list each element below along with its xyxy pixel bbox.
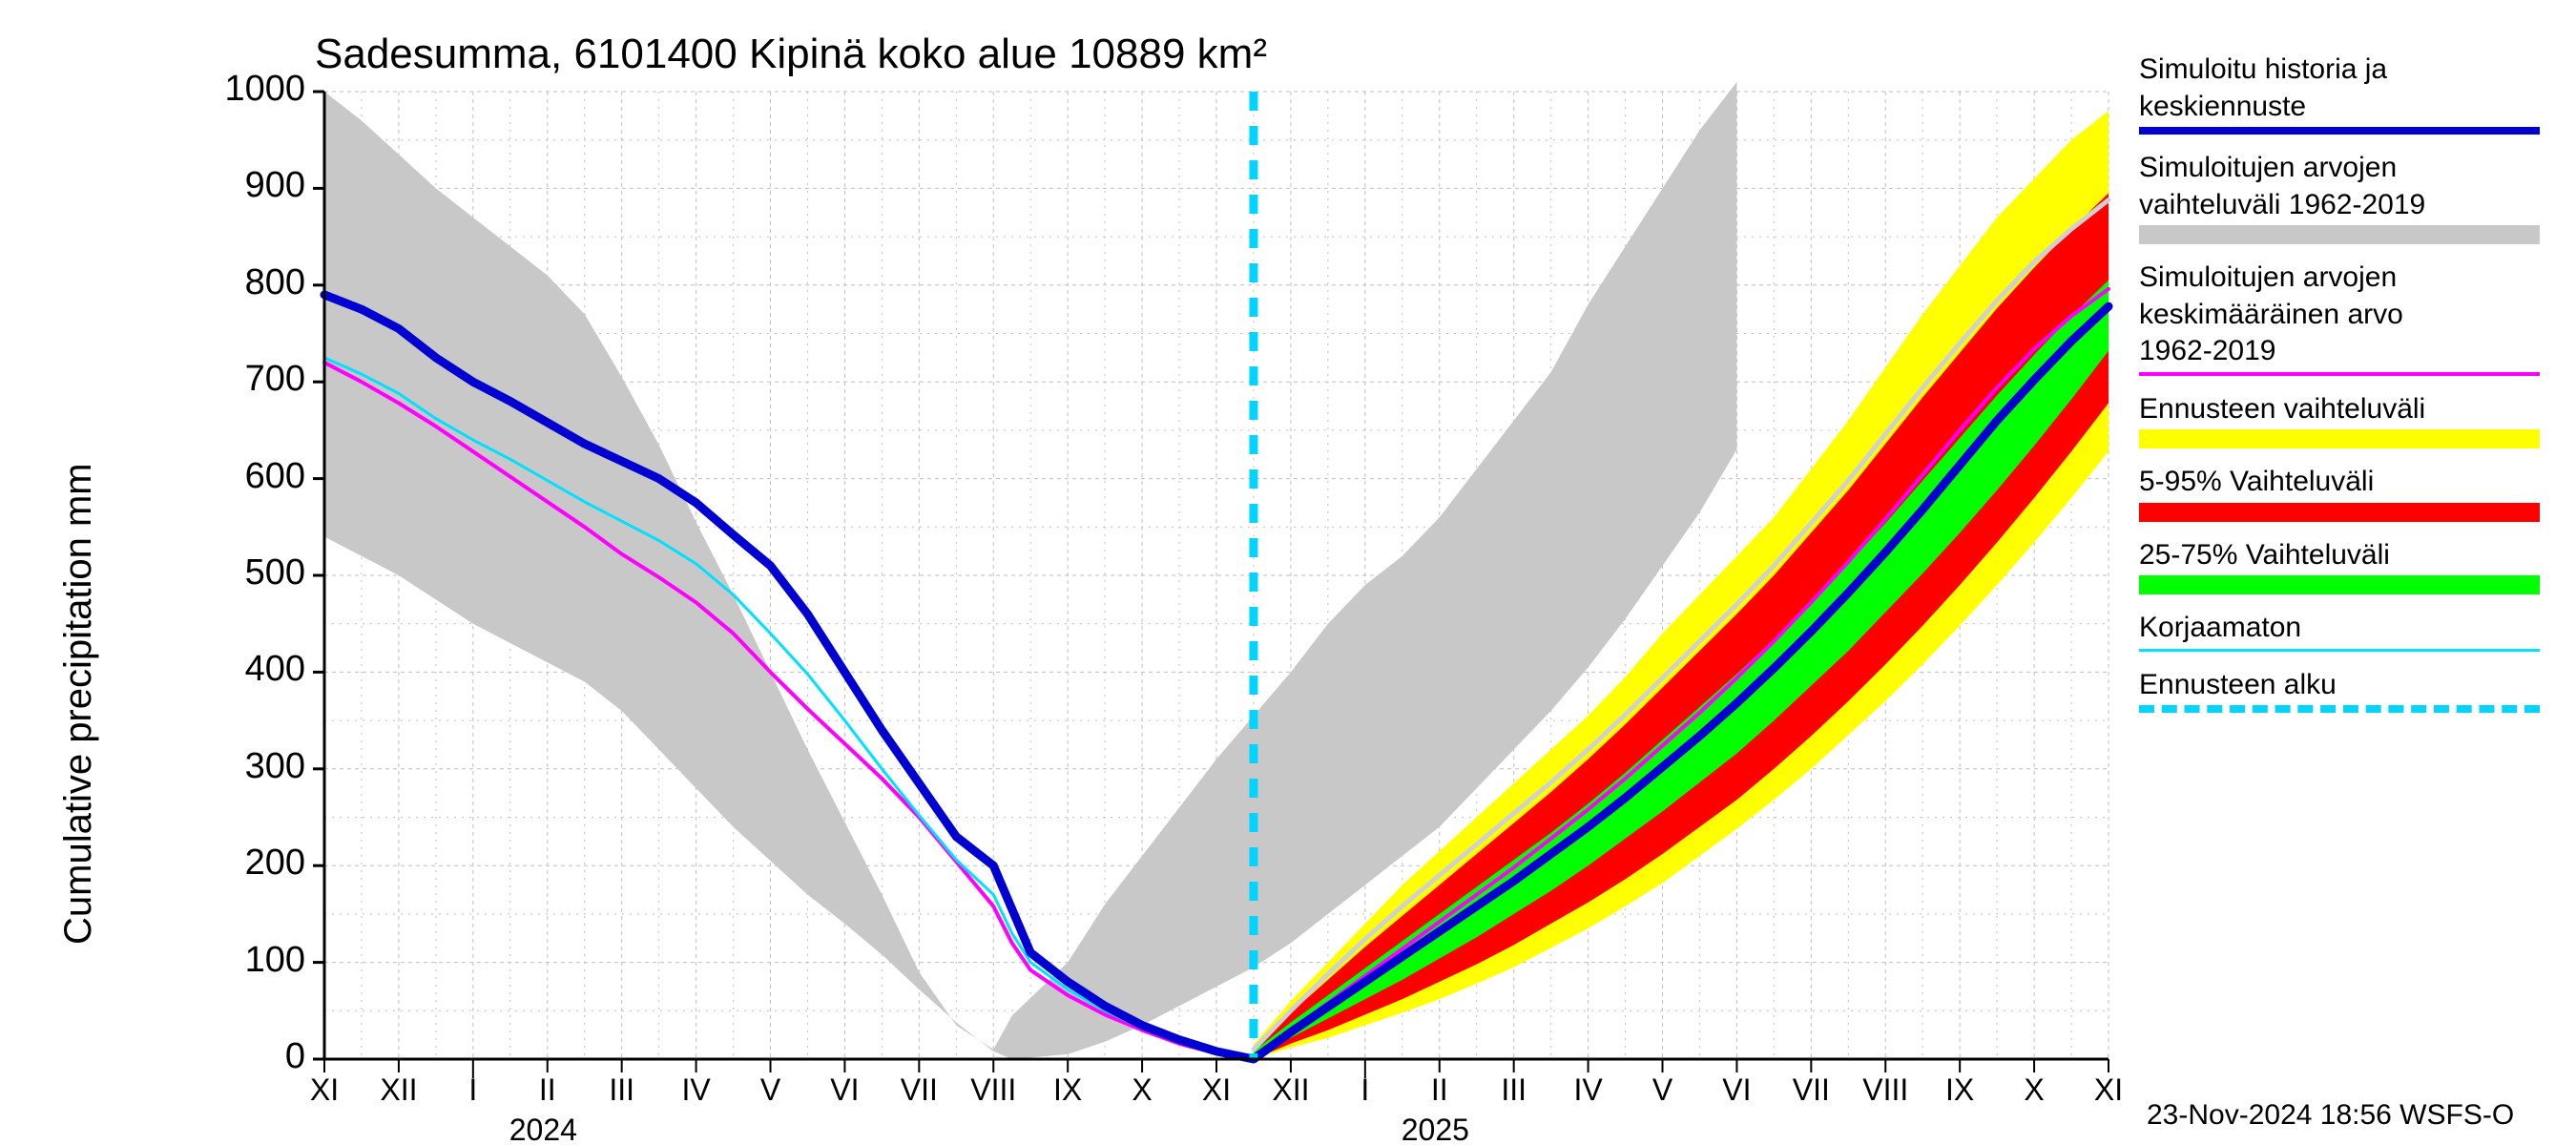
x-tick: IX — [1945, 1072, 1974, 1108]
plot-area — [305, 73, 2128, 1078]
y-tick: 0 — [200, 1036, 305, 1077]
x-tick: II — [539, 1072, 556, 1108]
x-tick: VII — [1793, 1072, 1830, 1108]
footer-timestamp: 23-Nov-2024 18:56 WSFS-O — [2147, 1099, 2514, 1132]
legend-label: Simuloitu historia ja — [2139, 53, 2549, 87]
legend-label: 1962-2019 — [2139, 335, 2549, 368]
legend-entry: Simuloitujen arvojenkeskimääräinen arvo … — [2139, 261, 2549, 376]
x-tick: III — [1501, 1072, 1527, 1108]
chart-root: Sadesumma, 6101400 Kipinä koko alue 1088… — [0, 0, 2576, 1145]
legend-swatch — [2139, 372, 2540, 376]
legend-label: Ennusteen vaihteluväli — [2139, 393, 2549, 427]
x-tick: III — [609, 1072, 634, 1108]
x-tick: XI — [2094, 1072, 2123, 1108]
legend-label: keskiennuste — [2139, 91, 2549, 124]
y-tick: 100 — [200, 940, 305, 981]
x-tick: VI — [1722, 1072, 1751, 1108]
y-tick: 600 — [200, 456, 305, 497]
y-tick: 800 — [200, 262, 305, 303]
y-tick: 900 — [200, 165, 305, 206]
legend-entry: Korjaamaton — [2139, 612, 2549, 652]
y-tick: 1000 — [200, 69, 305, 110]
legend-label: 5-95% Vaihteluväli — [2139, 466, 2549, 499]
x-tick: XI — [1202, 1072, 1231, 1108]
y-tick: 400 — [200, 649, 305, 690]
x-tick: VI — [830, 1072, 859, 1108]
legend-entry: Simuloitujen arvojen vaihteluväli 1962-20… — [2139, 152, 2549, 244]
year-label: 2025 — [1402, 1113, 1469, 1145]
legend-entry: Ennusteen vaihteluväli — [2139, 393, 2549, 449]
y-tick: 300 — [200, 746, 305, 787]
legend-label: Simuloitujen arvojen — [2139, 152, 2549, 185]
legend-swatch — [2139, 429, 2540, 448]
y-axis-label: Cumulative precipitation mm — [57, 463, 100, 945]
legend-swatch — [2139, 649, 2540, 652]
x-tick: IX — [1053, 1072, 1082, 1108]
legend-label: Ennusteen alku — [2139, 669, 2549, 702]
x-tick: X — [2024, 1072, 2044, 1108]
year-label: 2024 — [509, 1113, 577, 1145]
x-tick: X — [1132, 1072, 1152, 1108]
x-tick: VIII — [970, 1072, 1016, 1108]
x-tick: V — [760, 1072, 780, 1108]
y-tick: 500 — [200, 552, 305, 593]
x-tick: II — [1431, 1072, 1448, 1108]
x-tick: IV — [681, 1072, 710, 1108]
x-tick: VII — [901, 1072, 938, 1108]
legend-label: Korjaamaton — [2139, 612, 2549, 645]
y-tick: 200 — [200, 843, 305, 884]
x-tick: IV — [1573, 1072, 1602, 1108]
legend-entry: Ennusteen alku — [2139, 669, 2549, 714]
legend-entry: Simuloitu historia ja keskiennuste — [2139, 53, 2549, 135]
legend-entry: 25-75% Vaihteluväli — [2139, 539, 2549, 595]
legend-label: Simuloitujen arvojen — [2139, 261, 2549, 295]
legend: Simuloitu historia jakeskiennusteSimuloi… — [2139, 53, 2549, 730]
legend-label: vaihteluväli 1962-2019 — [2139, 189, 2549, 222]
x-tick: XI — [310, 1072, 339, 1108]
legend-swatch — [2139, 127, 2540, 135]
y-tick: 700 — [200, 359, 305, 400]
x-tick: I — [468, 1072, 477, 1108]
x-tick: VIII — [1862, 1072, 1908, 1108]
legend-swatch — [2139, 503, 2540, 522]
legend-label: 25-75% Vaihteluväli — [2139, 539, 2549, 572]
x-tick: XII — [380, 1072, 417, 1108]
x-tick: V — [1652, 1072, 1672, 1108]
legend-swatch — [2139, 705, 2540, 713]
legend-swatch — [2139, 575, 2540, 594]
legend-entry: 5-95% Vaihteluväli — [2139, 466, 2549, 522]
chart-title: Sadesumma, 6101400 Kipinä koko alue 1088… — [315, 31, 1267, 78]
legend-swatch — [2139, 225, 2540, 244]
x-tick: XII — [1272, 1072, 1309, 1108]
x-tick: I — [1361, 1072, 1369, 1108]
legend-label: keskimääräinen arvo — [2139, 299, 2549, 332]
